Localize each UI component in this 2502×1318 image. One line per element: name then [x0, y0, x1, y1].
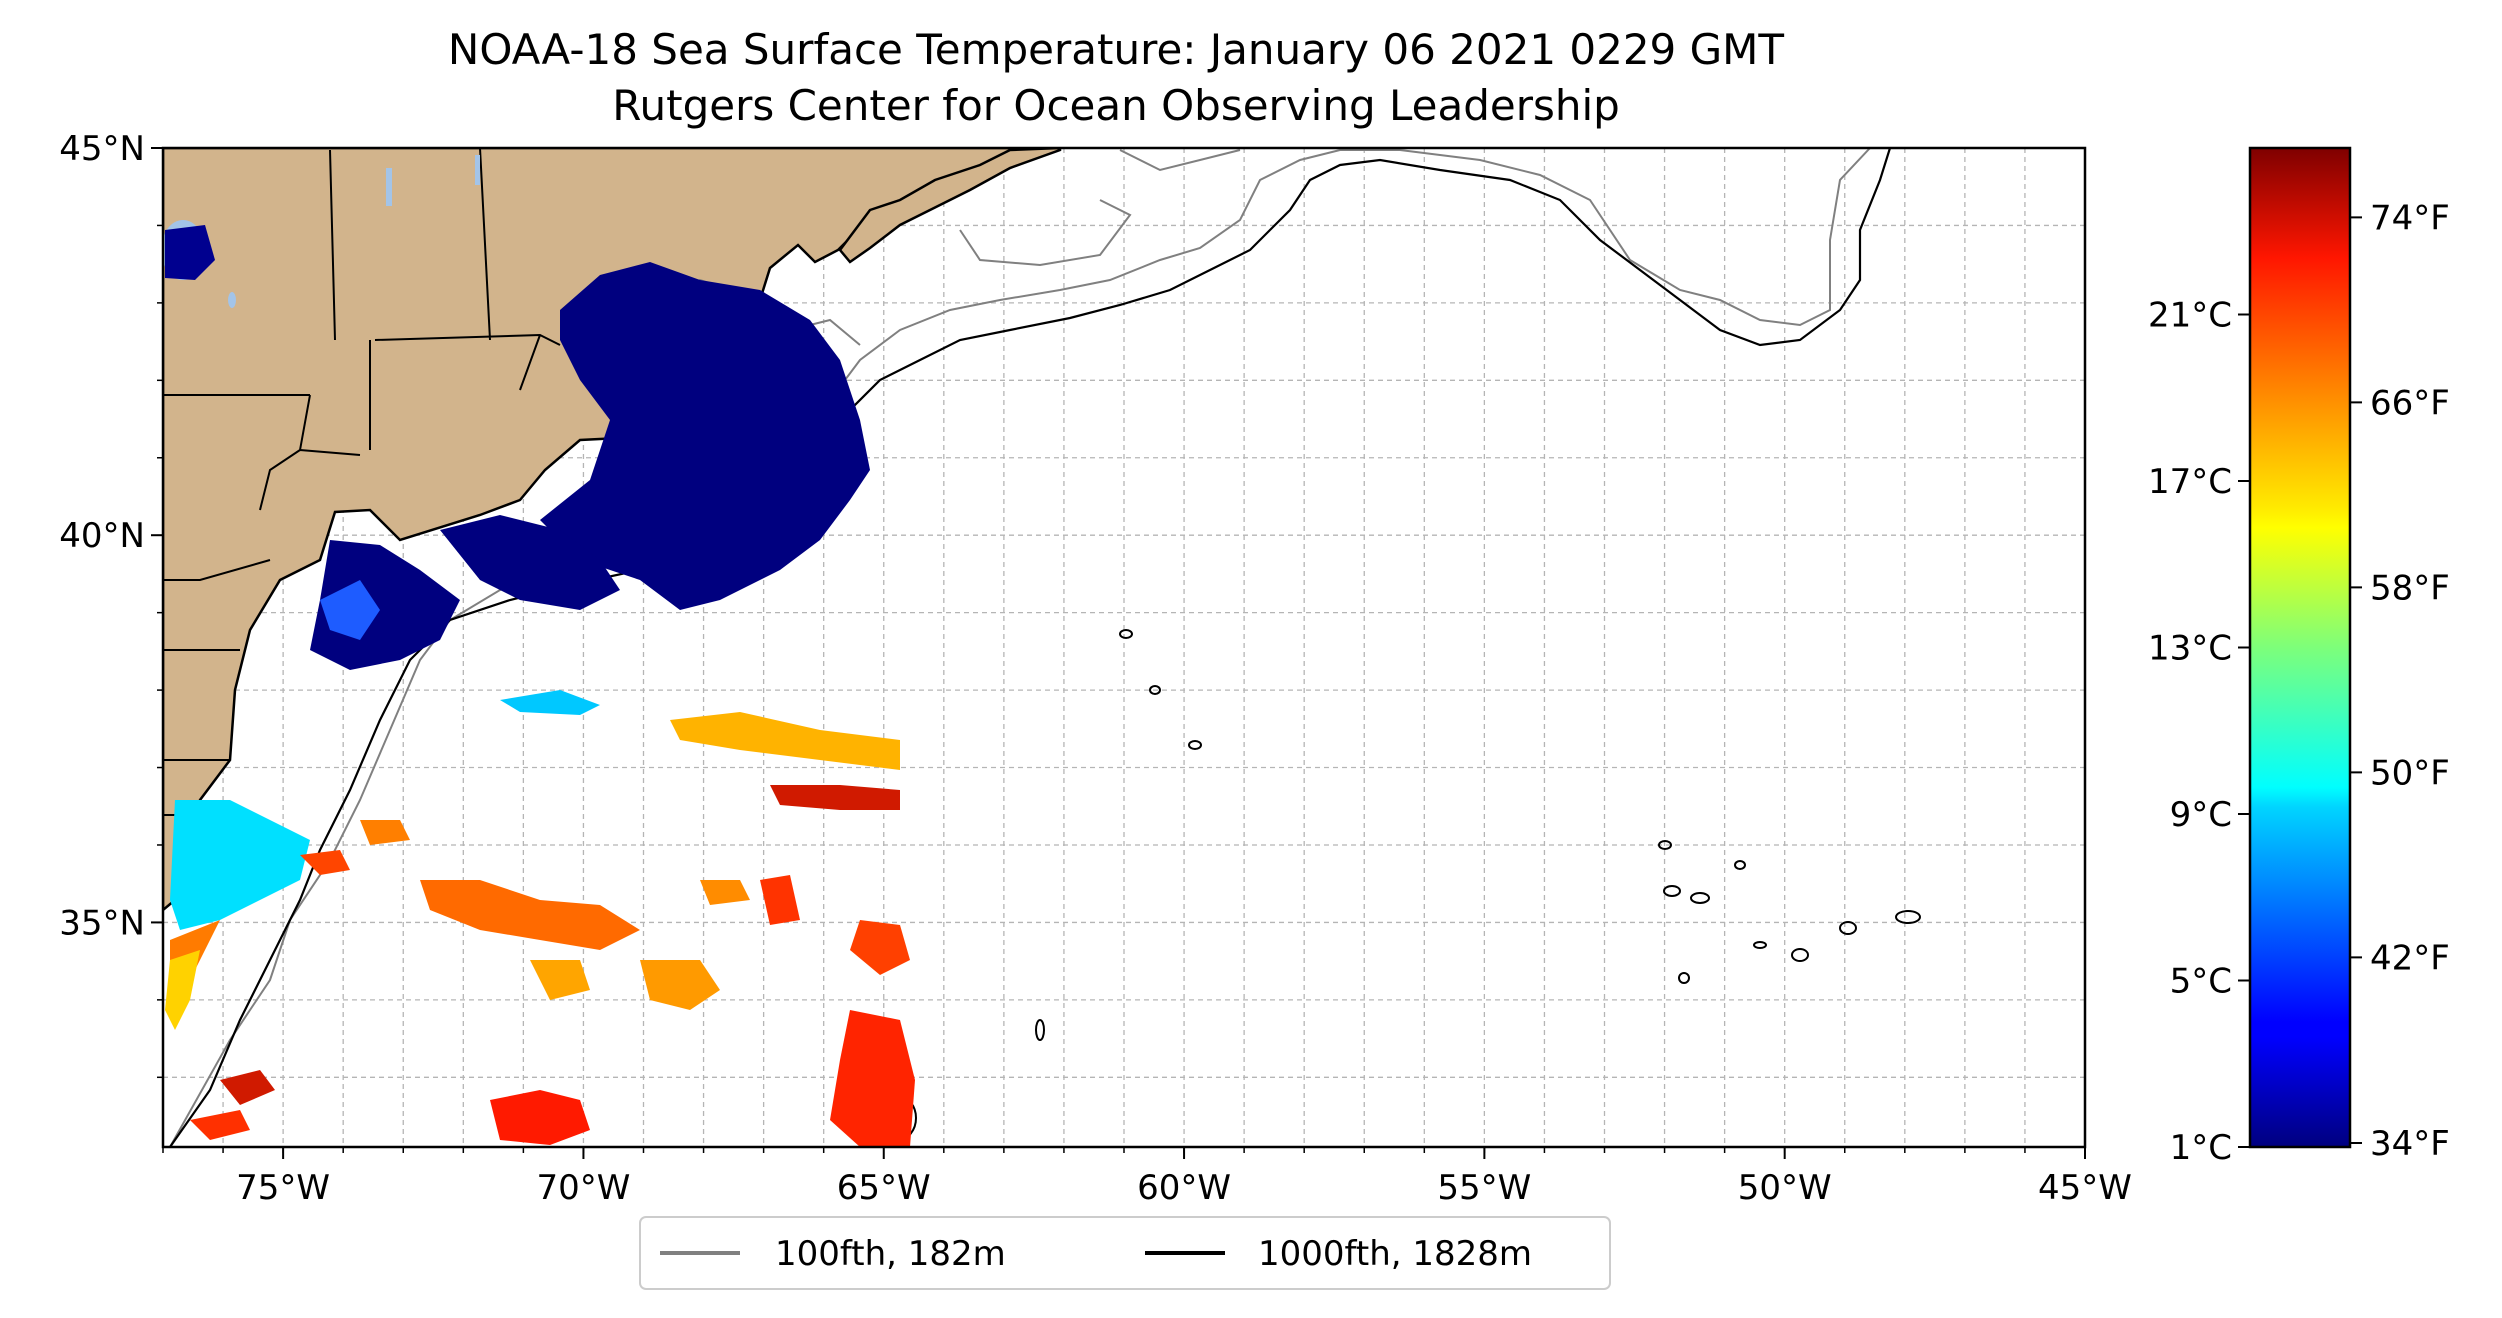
- colorbar-celsius-label: 17°C: [2148, 462, 2232, 502]
- legend-label-1000fth: 1000fth, 1828m: [1258, 1234, 1532, 1274]
- lon-tick-label: 70°W: [536, 1168, 630, 1208]
- lat-tick-label: 45°N: [59, 129, 145, 169]
- legend-box: [639, 1216, 1611, 1290]
- contour-1000fth: [169, 148, 1892, 1147]
- lon-tick-label: 60°W: [1137, 1168, 1231, 1208]
- lon-tick-label: 75°W: [236, 1168, 330, 1208]
- map-panel: 75°W 70°W 65°W 60°W 55°W 50°W 45°W 45°N 40°N 35°…: [59, 129, 2132, 1208]
- lon-tick-label: 50°W: [1738, 1168, 1832, 1208]
- colorbar: 1°C 5°C 9°C 13°C 17°C 21°C 34°F 42°F 50°F 58°F 66…: [2148, 146, 2450, 1168]
- colorbar-celsius-label: 21°C: [2148, 296, 2232, 336]
- longitude-axis: 75°W 70°W 65°W 60°W 55°W 50°W 45°W: [162, 1147, 2132, 1208]
- colorbar-fahrenheit-label: 58°F: [2370, 568, 2450, 608]
- colorbar-celsius-label: 1°C: [2170, 1128, 2232, 1168]
- lon-tick-label: 65°W: [837, 1168, 931, 1208]
- colorbar-fahrenheit-label: 66°F: [2370, 383, 2450, 423]
- colorbar-fahrenheit-axis: 34°F 42°F 50°F 58°F 66°F 74°F: [2350, 198, 2450, 1164]
- contour-100fth: [169, 148, 1871, 1147]
- legend-label-100fth: 100fth, 182m: [775, 1234, 1006, 1274]
- colorbar-fahrenheit-label: 50°F: [2370, 753, 2450, 793]
- lat-tick-label: 35°N: [59, 903, 145, 943]
- latitude-axis: 45°N 40°N 35°N: [59, 129, 163, 1079]
- colorbar-celsius-label: 5°C: [2170, 962, 2232, 1002]
- lat-tick-label: 40°N: [59, 516, 145, 556]
- colorbar-fahrenheit-label: 74°F: [2370, 198, 2450, 238]
- colorbar-fahrenheit-label: 42°F: [2370, 938, 2450, 978]
- colorbar-gradient: [2248, 146, 2352, 1149]
- map-title-line2: Rutgers Center for Ocean Observing Leade…: [612, 81, 1620, 130]
- map-title-line1: NOAA-18 Sea Surface Temperature: January…: [448, 25, 1785, 74]
- colorbar-celsius-axis: 1°C 5°C 9°C 13°C 17°C 21°C: [2148, 296, 2250, 1168]
- colorbar-celsius-label: 13°C: [2148, 629, 2232, 669]
- lon-tick-label: 55°W: [1437, 1168, 1531, 1208]
- sst-data: [165, 225, 915, 1147]
- land-nova-scotia: [838, 148, 1062, 264]
- colorbar-fahrenheit-label: 34°F: [2370, 1124, 2450, 1164]
- colorbar-celsius-label: 9°C: [2170, 795, 2232, 835]
- legend: 100fth, 182m 1000fth, 1828m: [639, 1216, 1611, 1290]
- lon-tick-label: 45°W: [2038, 1168, 2132, 1208]
